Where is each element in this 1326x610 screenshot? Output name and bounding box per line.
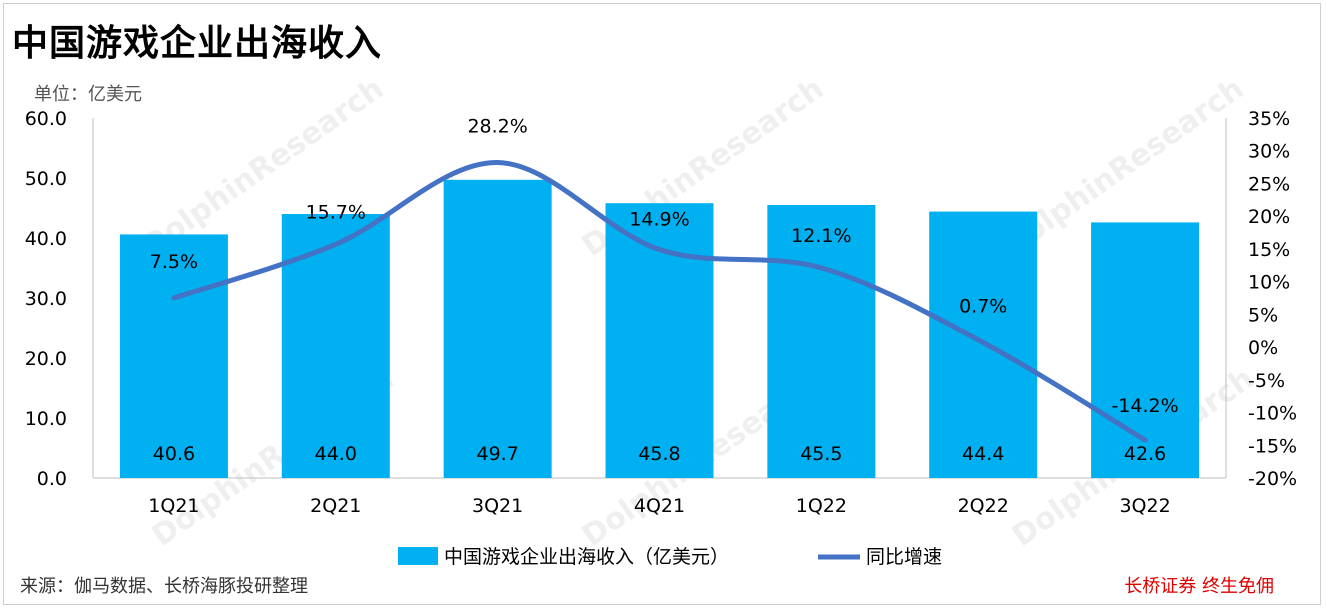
bar-value-label: 45.5: [800, 443, 842, 465]
y-left-tick-label: 20.0: [25, 348, 67, 370]
chart-title: 中国游戏企业出海收入: [12, 23, 383, 64]
bar-value-label: 40.6: [153, 443, 195, 465]
bar: [281, 214, 390, 478]
legend-swatch-bar: [398, 547, 438, 565]
line-value-label: 28.2%: [467, 116, 527, 138]
bar: [767, 205, 876, 478]
x-tick-label: 2Q22: [958, 495, 1009, 517]
legend-label-line: 同比增速: [866, 546, 942, 568]
y-right-tick-label: -15%: [1248, 435, 1297, 457]
line-value-label: 12.1%: [791, 225, 851, 247]
y-left-tick-label: 40.0: [25, 228, 67, 250]
x-tick-label: 3Q21: [472, 495, 523, 517]
y-left-tick-label: 30.0: [25, 288, 67, 310]
chart-frame: [3, 3, 1321, 605]
x-tick-label: 2Q21: [310, 495, 361, 517]
y-right-tick-label: 0%: [1248, 337, 1278, 359]
y-right-tick-label: -10%: [1248, 403, 1297, 425]
bar: [605, 203, 714, 478]
y-right-tick-label: 25%: [1248, 173, 1290, 195]
y-right-tick-label: 5%: [1248, 304, 1278, 326]
line-value-label: 0.7%: [959, 296, 1007, 318]
x-tick-label: 3Q22: [1119, 495, 1170, 517]
y-left-tick-label: 10.0: [25, 408, 67, 430]
bar-value-label: 49.7: [476, 443, 518, 465]
growth-line: [171, 160, 1148, 443]
x-tick-label: 1Q21: [148, 495, 199, 517]
y-right-tick-label: 35%: [1248, 108, 1290, 130]
bar-value-label: 44.0: [315, 443, 357, 465]
unit-label: 单位：亿美元: [34, 84, 142, 105]
line-value-label: 7.5%: [150, 251, 198, 273]
y-left-tick-label: 0.0: [37, 468, 67, 490]
bar-value-label: 42.6: [1124, 443, 1166, 465]
brand-label: 长桥证券 终生免佣: [1124, 576, 1274, 597]
y-left-tick-label: 50.0: [25, 168, 67, 190]
y-right-tick-label: 20%: [1248, 206, 1290, 228]
source-note: 来源：伽马数据、长桥海豚投研整理: [20, 576, 308, 597]
line-value-label: 14.9%: [629, 209, 689, 231]
bar: [443, 179, 552, 479]
legend-label-bar: 中国游戏企业出海收入（亿美元）: [444, 546, 729, 568]
bar-value-label: 44.4: [962, 443, 1004, 465]
bar: [119, 234, 228, 478]
bar-value-label: 45.8: [638, 443, 680, 465]
y-right-tick-label: -5%: [1248, 370, 1285, 392]
x-tick-label: 1Q22: [796, 495, 847, 517]
y-right-tick-label: 10%: [1248, 272, 1290, 294]
y-right-tick-label: 15%: [1248, 239, 1290, 261]
line-value-label: -14.2%: [1111, 395, 1178, 417]
y-left-tick-label: 60.0: [25, 108, 67, 130]
x-tick-label: 4Q21: [634, 495, 685, 517]
line-value-label: 15.7%: [306, 201, 366, 223]
bar: [1091, 222, 1200, 478]
y-right-tick-label: 30%: [1248, 141, 1290, 163]
y-right-tick-label: -20%: [1248, 468, 1297, 490]
